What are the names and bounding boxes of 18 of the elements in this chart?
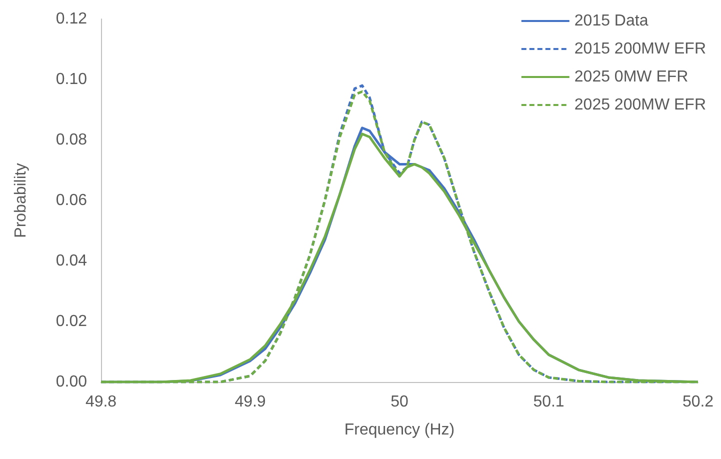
x-tick-label: 50 <box>390 394 408 410</box>
y-tick-label: 0.06 <box>56 192 88 209</box>
x-tick-label: 49.8 <box>85 394 117 410</box>
legend-label: 2015 200MW EFR <box>574 40 706 58</box>
y-tick-label: 0.12 <box>56 10 88 28</box>
y-axis-title: Probability <box>12 163 30 238</box>
y-tick-label: 0.04 <box>56 252 88 270</box>
legend-label: 2025 0MW EFR <box>574 68 688 86</box>
x-tick-label: 50.1 <box>533 394 564 410</box>
legend-label: 2015 Data <box>574 12 648 30</box>
y-tick-label: 0.10 <box>56 71 88 88</box>
legend-label: 2025 200MW EFR <box>574 96 706 114</box>
x-tick-label: 49.9 <box>234 394 266 410</box>
x-tick-label: 50.2 <box>682 394 714 410</box>
y-tick-label: 0.08 <box>56 132 88 148</box>
x-axis-title: Frequency (Hz) <box>344 422 455 438</box>
y-tick-label: 0.00 <box>56 374 88 390</box>
y-tick-label: 0.02 <box>56 313 88 330</box>
